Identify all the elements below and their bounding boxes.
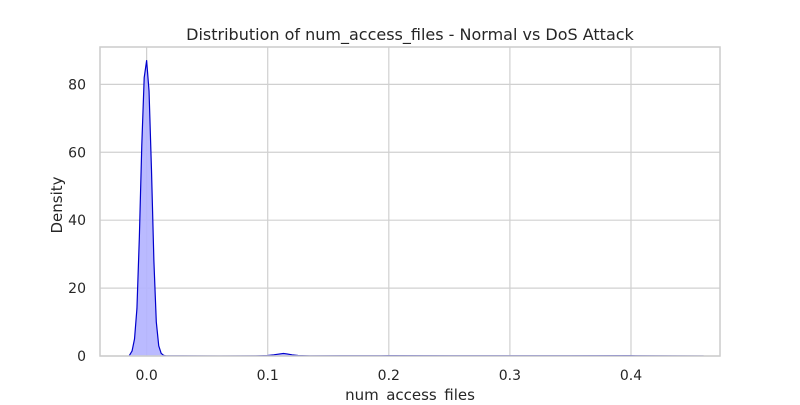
x-tick-label: 0.3 — [499, 368, 521, 384]
y-tick-label: 60 — [68, 145, 86, 161]
density-line — [128, 59, 704, 357]
y-tick-label: 0 — [77, 349, 86, 365]
density-fill — [129, 60, 704, 356]
plot-border — [99, 46, 721, 357]
x-tick-label: 0.1 — [257, 368, 279, 384]
y-tick-label: 40 — [68, 213, 86, 229]
grid — [100, 47, 720, 357]
x-tick-label: 0.0 — [135, 368, 157, 384]
x-axis-title: num_access_files — [345, 386, 475, 400]
y-tick-label: 80 — [68, 77, 86, 93]
x-tick-label: 0.4 — [620, 368, 642, 384]
chart-title: Distribution of num_access_files - Norma… — [186, 25, 634, 45]
tick-labels: 0.0 0.1 0.2 0.3 0.4 0 20 40 60 80 — [68, 77, 642, 384]
x-tick-label: 0.2 — [378, 368, 400, 384]
density-area — [128, 59, 704, 357]
y-axis-title: Density — [48, 176, 66, 233]
y-tick-label: 20 — [68, 281, 86, 297]
plot-frame — [99, 46, 721, 357]
